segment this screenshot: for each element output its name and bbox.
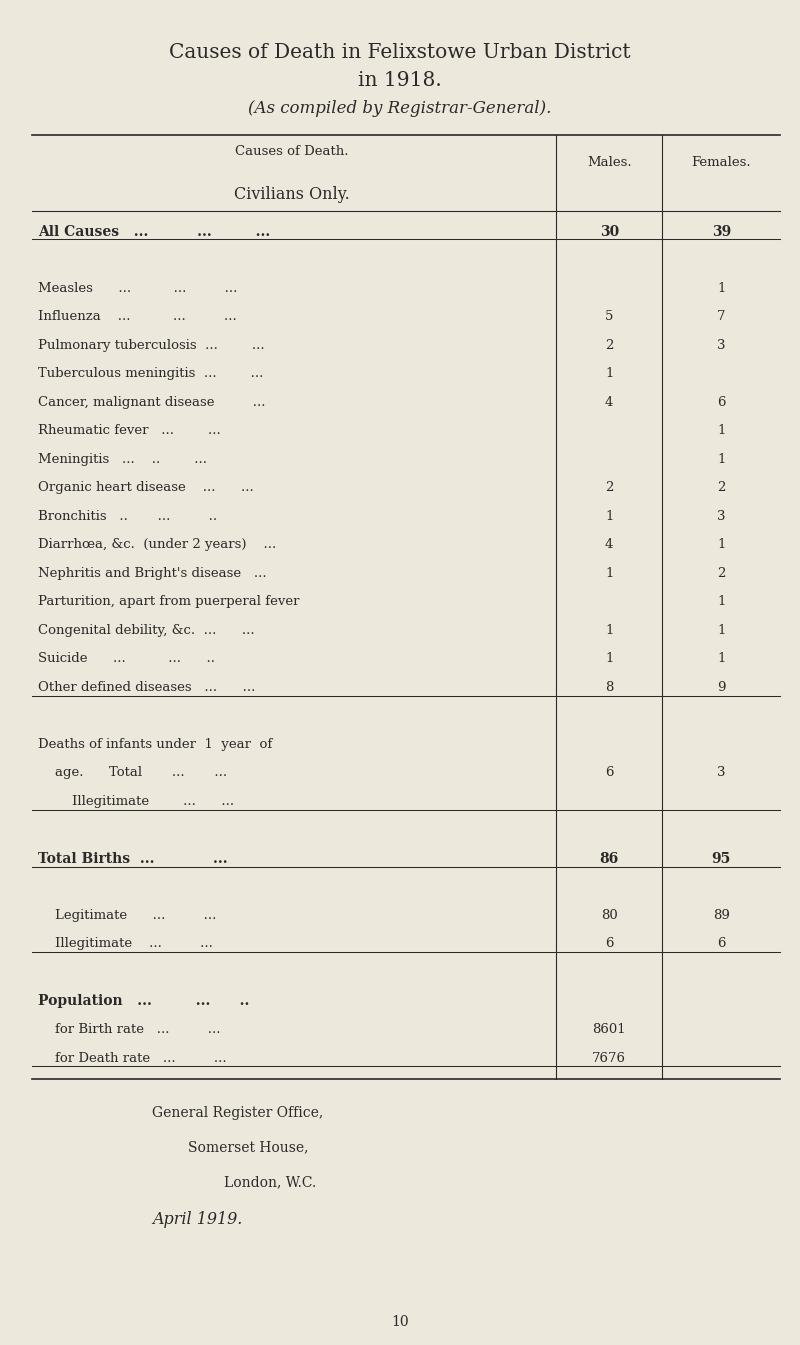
Text: 1: 1 (717, 281, 726, 295)
Text: Bronchitis   ..       ...         ..: Bronchitis .. ... .. (38, 510, 218, 523)
Text: April 1919.: April 1919. (152, 1210, 242, 1228)
Text: Rheumatic fever   ...        ...: Rheumatic fever ... ... (38, 424, 221, 437)
Text: 7: 7 (717, 311, 726, 323)
Text: 30: 30 (599, 225, 619, 238)
Text: Organic heart disease    ...      ...: Organic heart disease ... ... (38, 482, 254, 494)
Text: 10: 10 (391, 1315, 409, 1329)
Text: 9: 9 (717, 681, 726, 694)
Text: 86: 86 (599, 851, 619, 866)
Text: 1: 1 (717, 652, 726, 666)
Text: Civilians Only.: Civilians Only. (234, 186, 350, 203)
Text: Tuberculous meningitis  ...        ...: Tuberculous meningitis ... ... (38, 367, 264, 381)
Text: 39: 39 (711, 225, 731, 238)
Text: 3: 3 (717, 339, 726, 351)
Text: 80: 80 (601, 909, 618, 921)
Text: (As compiled by Registrar-General).: (As compiled by Registrar-General). (248, 100, 552, 117)
Text: Suicide      ...          ...      ..: Suicide ... ... .. (38, 652, 215, 666)
Text: 5: 5 (605, 311, 614, 323)
Text: 6: 6 (717, 395, 726, 409)
Text: Diarrhœa, &c.  (under 2 years)    ...: Diarrhœa, &c. (under 2 years) ... (38, 538, 277, 551)
Text: All Causes   ...          ...         ...: All Causes ... ... ... (38, 225, 270, 238)
Text: Measles      ...          ...         ...: Measles ... ... ... (38, 281, 238, 295)
Text: Pulmonary tuberculosis  ...        ...: Pulmonary tuberculosis ... ... (38, 339, 265, 351)
Text: age.      Total       ...       ...: age. Total ... ... (38, 767, 227, 779)
Text: 1: 1 (605, 510, 614, 523)
Text: 1: 1 (717, 596, 726, 608)
Text: Causes of Death in Felixstowe Urban District: Causes of Death in Felixstowe Urban Dist… (169, 43, 631, 62)
Text: in 1918.: in 1918. (358, 71, 442, 90)
Text: 6: 6 (605, 767, 614, 779)
Text: Total Births  ...            ...: Total Births ... ... (38, 851, 228, 866)
Text: 2: 2 (717, 566, 726, 580)
Text: London, W.C.: London, W.C. (224, 1176, 316, 1189)
Text: 1: 1 (605, 652, 614, 666)
Text: Illegitimate        ...      ...: Illegitimate ... ... (38, 795, 234, 808)
Text: 1: 1 (605, 624, 614, 636)
Text: Population   ...         ...      ..: Population ... ... .. (38, 994, 250, 1009)
Text: 95: 95 (711, 851, 731, 866)
Text: 4: 4 (605, 538, 614, 551)
Text: 2: 2 (717, 482, 726, 494)
Text: Somerset House,: Somerset House, (188, 1141, 309, 1154)
Text: Cancer, malignant disease         ...: Cancer, malignant disease ... (38, 395, 266, 409)
Text: 4: 4 (605, 395, 614, 409)
Text: 1: 1 (717, 453, 726, 465)
Text: Other defined diseases   ...      ...: Other defined diseases ... ... (38, 681, 256, 694)
Text: Congenital debility, &c.  ...      ...: Congenital debility, &c. ... ... (38, 624, 255, 636)
Text: Causes of Death.: Causes of Death. (235, 145, 349, 159)
Text: 8601: 8601 (592, 1024, 626, 1036)
Text: for Death rate   ...         ...: for Death rate ... ... (38, 1052, 227, 1064)
Text: Nephritis and Bright's disease   ...: Nephritis and Bright's disease ... (38, 566, 267, 580)
Text: 1: 1 (717, 624, 726, 636)
Text: 1: 1 (717, 538, 726, 551)
Text: 2: 2 (605, 339, 614, 351)
Text: 6: 6 (717, 937, 726, 951)
Text: General Register Office,: General Register Office, (152, 1106, 323, 1119)
Text: 7676: 7676 (592, 1052, 626, 1064)
Text: Parturition, apart from puerperal fever: Parturition, apart from puerperal fever (38, 596, 300, 608)
Text: Females.: Females. (691, 156, 751, 169)
Text: 2: 2 (605, 482, 614, 494)
Text: 3: 3 (717, 767, 726, 779)
Text: Legitimate      ...         ...: Legitimate ... ... (38, 909, 217, 921)
Text: 89: 89 (713, 909, 730, 921)
Text: Males.: Males. (587, 156, 631, 169)
Text: Deaths of infants under  1  year  of: Deaths of infants under 1 year of (38, 738, 273, 751)
Text: 1: 1 (605, 566, 614, 580)
Text: 3: 3 (717, 510, 726, 523)
Text: Influenza    ...          ...         ...: Influenza ... ... ... (38, 311, 237, 323)
Text: Meningitis   ...    ..        ...: Meningitis ... .. ... (38, 453, 207, 465)
Text: Illegitimate    ...         ...: Illegitimate ... ... (38, 937, 214, 951)
Text: 6: 6 (605, 937, 614, 951)
Text: for Birth rate   ...         ...: for Birth rate ... ... (38, 1024, 221, 1036)
Text: 8: 8 (605, 681, 614, 694)
Text: 1: 1 (717, 424, 726, 437)
Text: 1: 1 (605, 367, 614, 381)
